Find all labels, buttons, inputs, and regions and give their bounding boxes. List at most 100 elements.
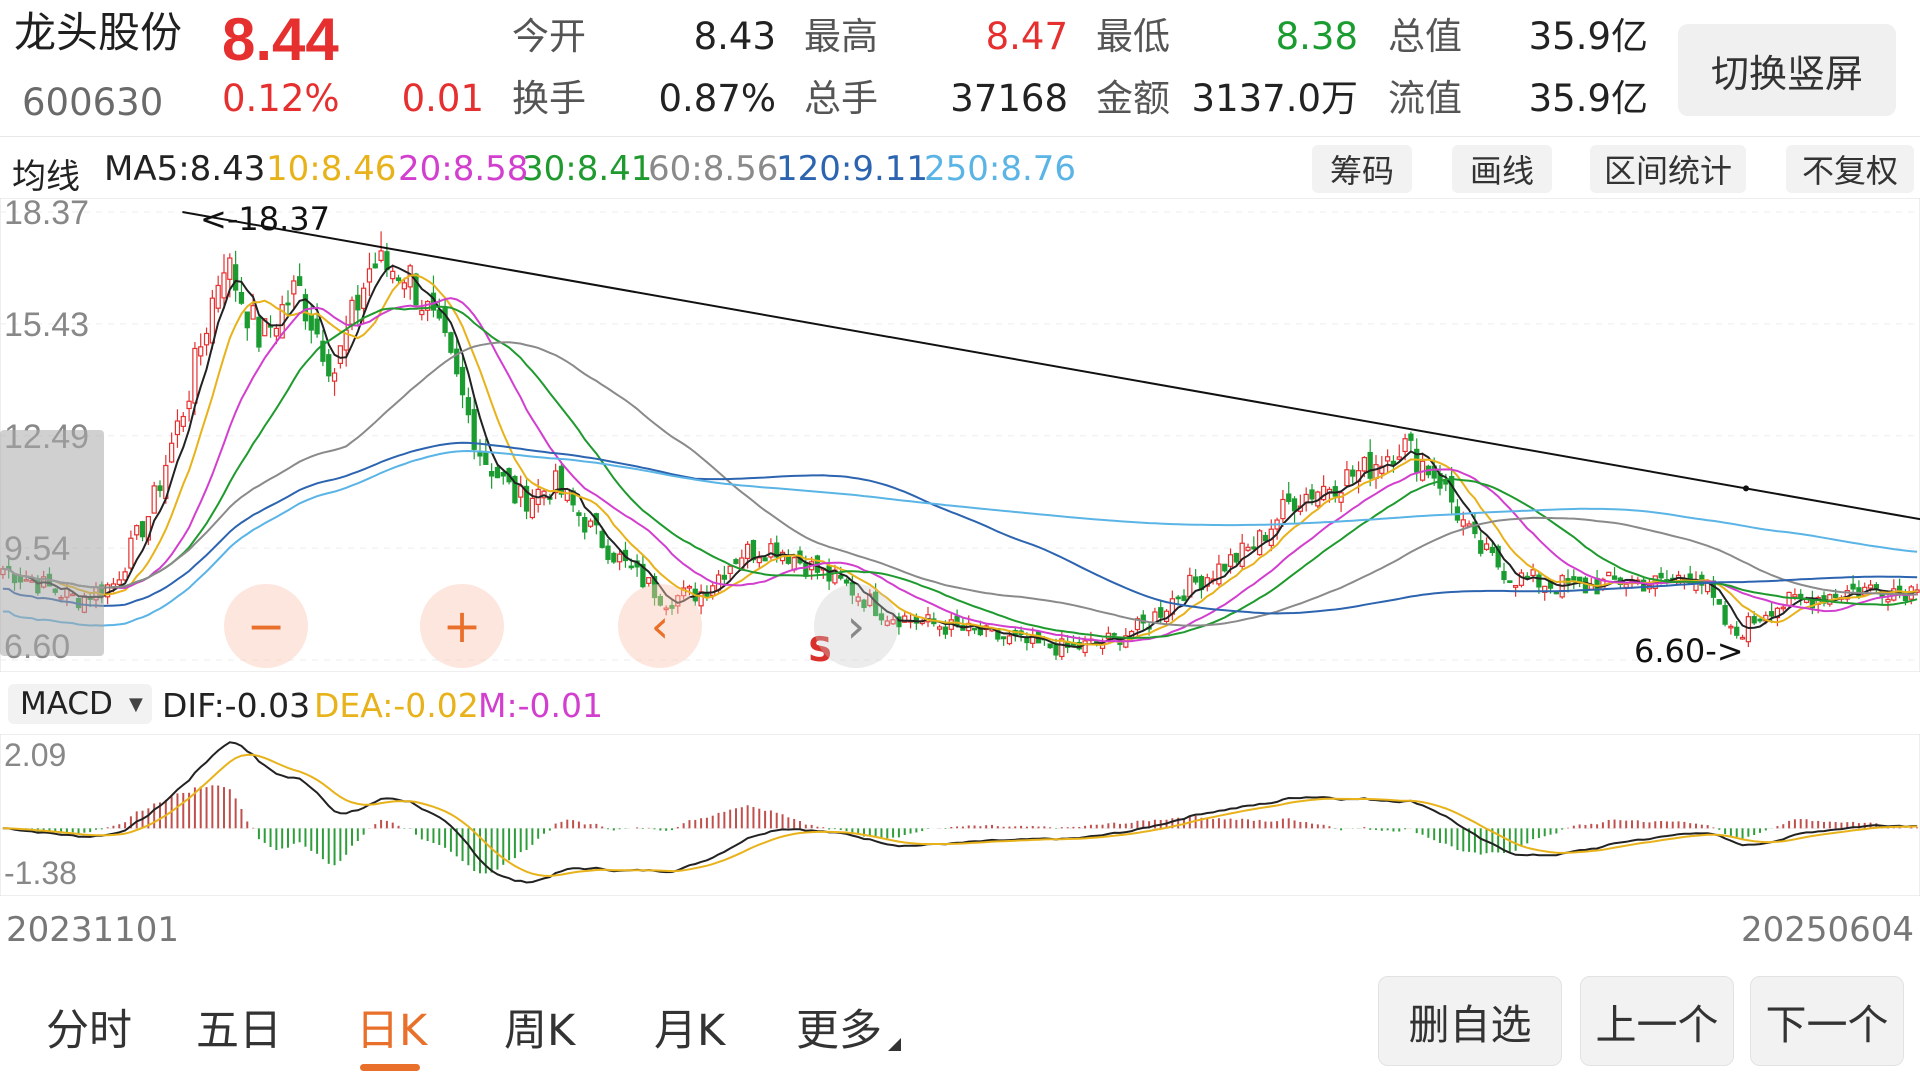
zoom-in-button[interactable]: +	[420, 584, 504, 668]
macd-chart[interactable]: 2.09 -1.38	[0, 734, 1920, 896]
candle-body	[1536, 574, 1542, 588]
zoom-out-button[interactable]: −	[224, 584, 308, 668]
candle-body	[297, 276, 303, 287]
indicator-selector[interactable]: MACD ▼	[8, 684, 152, 724]
candle-body	[1489, 546, 1495, 554]
candle-body	[744, 543, 751, 560]
candle-body	[1059, 638, 1065, 658]
bottom-bar: 分时 五日 日K 周K 月K 更多 删自选 上一个 下一个	[0, 960, 1920, 1080]
ma-line-120	[2, 441, 1918, 615]
candle-body	[1367, 451, 1373, 479]
tab-five-day[interactable]: 五日	[196, 1006, 282, 1056]
candle-body	[1344, 469, 1350, 487]
stat-value-high: 8.47	[985, 15, 1068, 58]
candle-body	[884, 620, 890, 626]
ma10-value: 10:8.46	[266, 149, 397, 189]
kline-y-label: 18.37	[4, 198, 89, 232]
candle-body	[1728, 625, 1734, 629]
candle-body	[465, 397, 471, 416]
stat-label-open: 今开	[512, 15, 586, 58]
no-adjust-button[interactable]: 不复权	[1786, 145, 1914, 193]
candle-body	[372, 263, 378, 269]
candle-body	[733, 559, 739, 564]
candle-body	[1373, 464, 1379, 480]
remove-watchlist-button[interactable]: 删自选	[1378, 976, 1562, 1066]
tab-weekly-k[interactable]: 周K	[504, 1006, 576, 1056]
candle-body	[1460, 519, 1466, 527]
candle-body	[116, 579, 122, 586]
candle-body	[1187, 574, 1193, 598]
candle-body	[1379, 465, 1385, 474]
kline-trendline[interactable]	[182, 211, 1920, 521]
date-start: 20231101	[6, 910, 180, 950]
candle-body	[483, 451, 489, 465]
stat-label-low: 最低	[1096, 15, 1170, 58]
scroll-left-button[interactable]: ‹	[618, 584, 702, 668]
draw-line-button[interactable]: 画线	[1452, 145, 1552, 193]
candle-body	[1175, 596, 1181, 600]
ma-line-20	[2, 297, 1918, 643]
candle-body	[1000, 636, 1007, 640]
current-price: 8.44	[222, 6, 339, 73]
candle-body	[320, 340, 326, 362]
macd-dea: DEA:-0.02	[314, 686, 479, 725]
macd-dea-line	[2, 753, 1918, 878]
candle-body	[1384, 456, 1391, 462]
candle-body	[710, 585, 716, 596]
candle-body	[599, 530, 605, 548]
candle-body	[1291, 498, 1298, 512]
candle-body	[1239, 542, 1245, 567]
sell-signal-badge: S	[808, 630, 833, 670]
candle-body	[582, 517, 588, 533]
tab-daily-k[interactable]: 日K	[356, 1006, 428, 1056]
candle-body	[291, 280, 297, 295]
more-corner-icon	[888, 1038, 901, 1051]
candle-body	[803, 562, 809, 577]
ma-title[interactable]: 均线	[12, 157, 80, 197]
candle-body	[1850, 583, 1856, 590]
candle-body	[1053, 644, 1059, 656]
candle-body	[768, 543, 774, 558]
range-selector-box[interactable]	[0, 430, 104, 656]
switch-portrait-button[interactable]: 切换竖屏	[1678, 24, 1896, 116]
tab-monthly-k[interactable]: 月K	[654, 1006, 726, 1056]
candle-body	[1530, 569, 1536, 577]
candle-body	[128, 537, 134, 569]
candle-body	[1320, 485, 1327, 501]
tab-intraday[interactable]: 分时	[46, 1006, 132, 1056]
candle-body	[1501, 571, 1507, 581]
next-stock-button[interactable]: 下一个	[1750, 976, 1904, 1066]
stat-label-turnover: 换手	[512, 77, 586, 120]
candle-body	[657, 596, 663, 606]
candle-body	[1361, 456, 1367, 472]
candle-body	[1408, 433, 1414, 441]
macd-header: MACD ▼ DIF:-0.03 DEA:-0.02 M:-0.01	[0, 676, 1920, 732]
previous-stock-button[interactable]: 上一个	[1580, 976, 1734, 1066]
candle-body	[494, 466, 501, 479]
candle-body	[361, 287, 367, 309]
chevron-right-icon: ›	[846, 599, 866, 653]
candle-body	[611, 552, 617, 563]
candle-body	[867, 593, 873, 607]
candle-body	[227, 257, 233, 280]
candle-body	[616, 553, 623, 563]
macd-m: M:-0.01	[478, 686, 603, 725]
stock-code: 600630	[22, 81, 164, 124]
stat-label-amount: 金额	[1096, 77, 1170, 120]
candle-body	[1885, 598, 1891, 603]
ma-line-60	[2, 341, 1918, 627]
tab-more[interactable]: 更多	[796, 1006, 882, 1056]
scroll-right-button[interactable]: ›	[814, 584, 898, 668]
candle-body	[203, 332, 210, 346]
stat-label-float-value: 流值	[1388, 77, 1462, 120]
candle-body	[1466, 523, 1472, 527]
candle-body	[1047, 643, 1053, 649]
ma-line-250	[2, 449, 1918, 627]
indicator-selector-label: MACD	[20, 686, 113, 722]
range-stats-button[interactable]: 区间统计	[1590, 145, 1746, 193]
candle-body	[448, 332, 454, 353]
quote-header: 龙头股份 8.44 600630 0.12% 0.01 今开 8.43 最高 8…	[0, 0, 1920, 130]
chips-button[interactable]: 筹码	[1312, 145, 1412, 193]
candle-body	[1745, 616, 1751, 643]
